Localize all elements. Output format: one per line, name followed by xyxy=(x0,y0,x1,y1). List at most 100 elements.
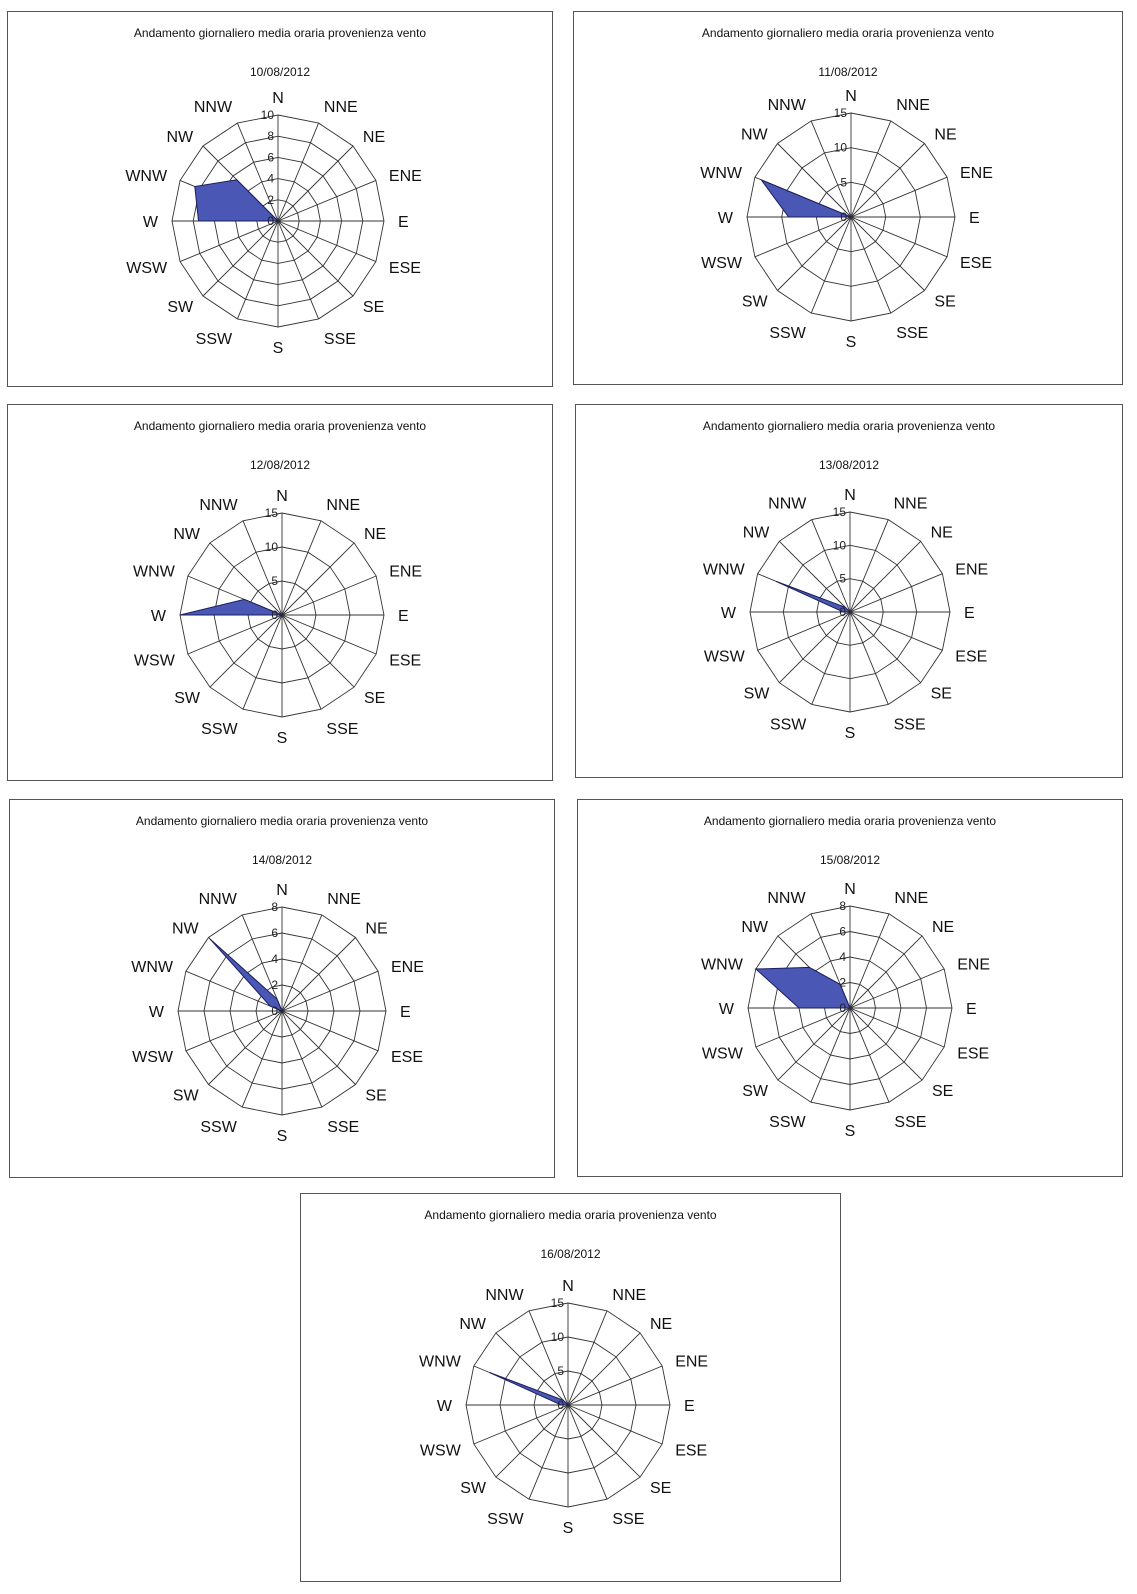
direction-label: NNE xyxy=(324,99,358,116)
direction-label: SE xyxy=(934,293,955,310)
direction-label: N xyxy=(844,487,856,504)
direction-label: S xyxy=(277,1128,288,1145)
grid-spoke xyxy=(281,1010,323,1108)
direction-label: WSW xyxy=(126,260,168,277)
chart-title: Andamento giornaliero media oraria prove… xyxy=(703,814,997,828)
direction-label: SE xyxy=(364,690,385,707)
direction-label: ENE xyxy=(389,168,422,185)
radar-chart: 051015NNNENEENEEESESESSESSSWSWWSWWWNWNWN… xyxy=(133,488,422,747)
direction-label: N xyxy=(272,90,284,107)
direction-label: WNW xyxy=(125,168,168,185)
direction-label: W xyxy=(149,1004,165,1021)
data-series-area xyxy=(489,1372,570,1406)
grid-spoke xyxy=(810,120,852,218)
direction-label: NE xyxy=(364,526,386,543)
direction-label: E xyxy=(398,214,409,231)
direction-label: ESE xyxy=(391,1049,423,1066)
grid-spoke xyxy=(281,614,377,655)
grid-spoke xyxy=(849,519,889,613)
grid-spoke xyxy=(209,542,283,616)
direction-label: SW xyxy=(173,1087,200,1104)
direction-label: W xyxy=(151,608,167,625)
wind-rose-panel-13-08-2012: Andamento giornaliero media oraria prove… xyxy=(575,404,1123,778)
direction-label: SW xyxy=(174,690,201,707)
grid-spoke xyxy=(810,216,852,314)
tick-label: 15 xyxy=(551,1296,565,1310)
grid-spoke xyxy=(473,1404,569,1445)
grid-spoke xyxy=(849,968,945,1009)
direction-label: NE xyxy=(932,919,954,936)
direction-label: N xyxy=(844,881,856,898)
direction-label: S xyxy=(845,1123,856,1140)
chart-date: 13/08/2012 xyxy=(818,458,880,472)
direction-label: SE xyxy=(650,1480,671,1497)
grid-spoke xyxy=(281,1010,356,1085)
chart-date: 16/08/2012 xyxy=(540,1247,601,1261)
direction-label: SW xyxy=(460,1480,487,1497)
direction-label: NNW xyxy=(767,890,806,907)
direction-label: N xyxy=(562,1278,574,1295)
direction-label: S xyxy=(273,340,284,357)
radar-chart: 051015NNNENEENEEESESESSESSSWSWWSWWWNWNWN… xyxy=(700,88,993,351)
grid-spoke xyxy=(849,1007,923,1081)
direction-label: WSW xyxy=(134,652,176,669)
grid-spoke xyxy=(528,1310,569,1406)
wind-rose-panel-16-08-2012: Andamento giornaliero media oraria prove… xyxy=(300,1193,841,1582)
tick-label: 5 xyxy=(271,574,278,588)
grid-spoke xyxy=(242,614,283,710)
grid-spoke xyxy=(202,220,279,297)
grid-spoke xyxy=(241,914,283,1012)
grid-spoke xyxy=(277,145,354,222)
chart-title: Andamento giornaliero media oraria prove… xyxy=(133,419,427,433)
grid-spoke xyxy=(755,1007,851,1048)
chart-title: Andamento giornaliero media oraria prove… xyxy=(424,1208,717,1222)
grid-spoke xyxy=(281,970,379,1012)
tick-label: 0 xyxy=(839,1001,846,1015)
direction-label: WNW xyxy=(419,1354,462,1371)
direction-label: ESE xyxy=(389,260,421,277)
grid-spoke xyxy=(778,540,851,613)
direction-label: E xyxy=(966,1001,977,1018)
data-series-area xyxy=(179,598,283,616)
grid-spoke xyxy=(810,1007,851,1103)
grid-spoke xyxy=(281,937,356,1012)
radar-chart: 051015NNNENEENEEESESESSESSSWSWWSWWWNWNWN… xyxy=(703,487,988,742)
grid-spoke xyxy=(567,1404,663,1445)
direction-label: SSW xyxy=(201,721,238,738)
grid-spoke xyxy=(811,519,851,613)
direction-label: W xyxy=(721,605,737,622)
tick-label: 5 xyxy=(557,1364,564,1378)
grid-spoke xyxy=(277,179,377,222)
grid-spoke xyxy=(811,611,851,705)
direction-label: W xyxy=(718,210,734,227)
grid-spoke xyxy=(777,143,852,218)
grid-spoke xyxy=(242,520,283,616)
direction-label: SSE xyxy=(894,1114,926,1131)
grid-spoke xyxy=(850,143,925,218)
direction-label: NE xyxy=(931,524,953,541)
direction-label: NW xyxy=(741,127,769,144)
direction-label: WNW xyxy=(133,564,176,581)
grid-spoke xyxy=(777,216,852,291)
grid-spoke xyxy=(281,614,355,688)
chart-date: 11/08/2012 xyxy=(818,65,878,79)
grid-spoke xyxy=(777,1007,851,1081)
grid-spoke xyxy=(209,614,283,688)
direction-label: S xyxy=(277,730,288,747)
grid-spoke xyxy=(281,575,377,616)
grid-spoke xyxy=(849,540,922,613)
grid-spoke xyxy=(849,1007,945,1048)
direction-label: WNW xyxy=(703,561,746,578)
grid-spoke xyxy=(281,614,322,710)
direction-label: W xyxy=(437,1398,453,1415)
tick-label: 10 xyxy=(265,540,279,554)
direction-label: NNW xyxy=(199,891,238,908)
direction-label: NE xyxy=(650,1316,672,1333)
grid-spoke xyxy=(757,611,851,651)
direction-label: NNW xyxy=(194,99,233,116)
grid-spoke xyxy=(277,220,354,297)
grid-spoke xyxy=(528,1404,569,1500)
data-series-area xyxy=(754,966,851,1009)
grid-spoke xyxy=(236,220,279,320)
grid-spoke xyxy=(208,1010,283,1085)
